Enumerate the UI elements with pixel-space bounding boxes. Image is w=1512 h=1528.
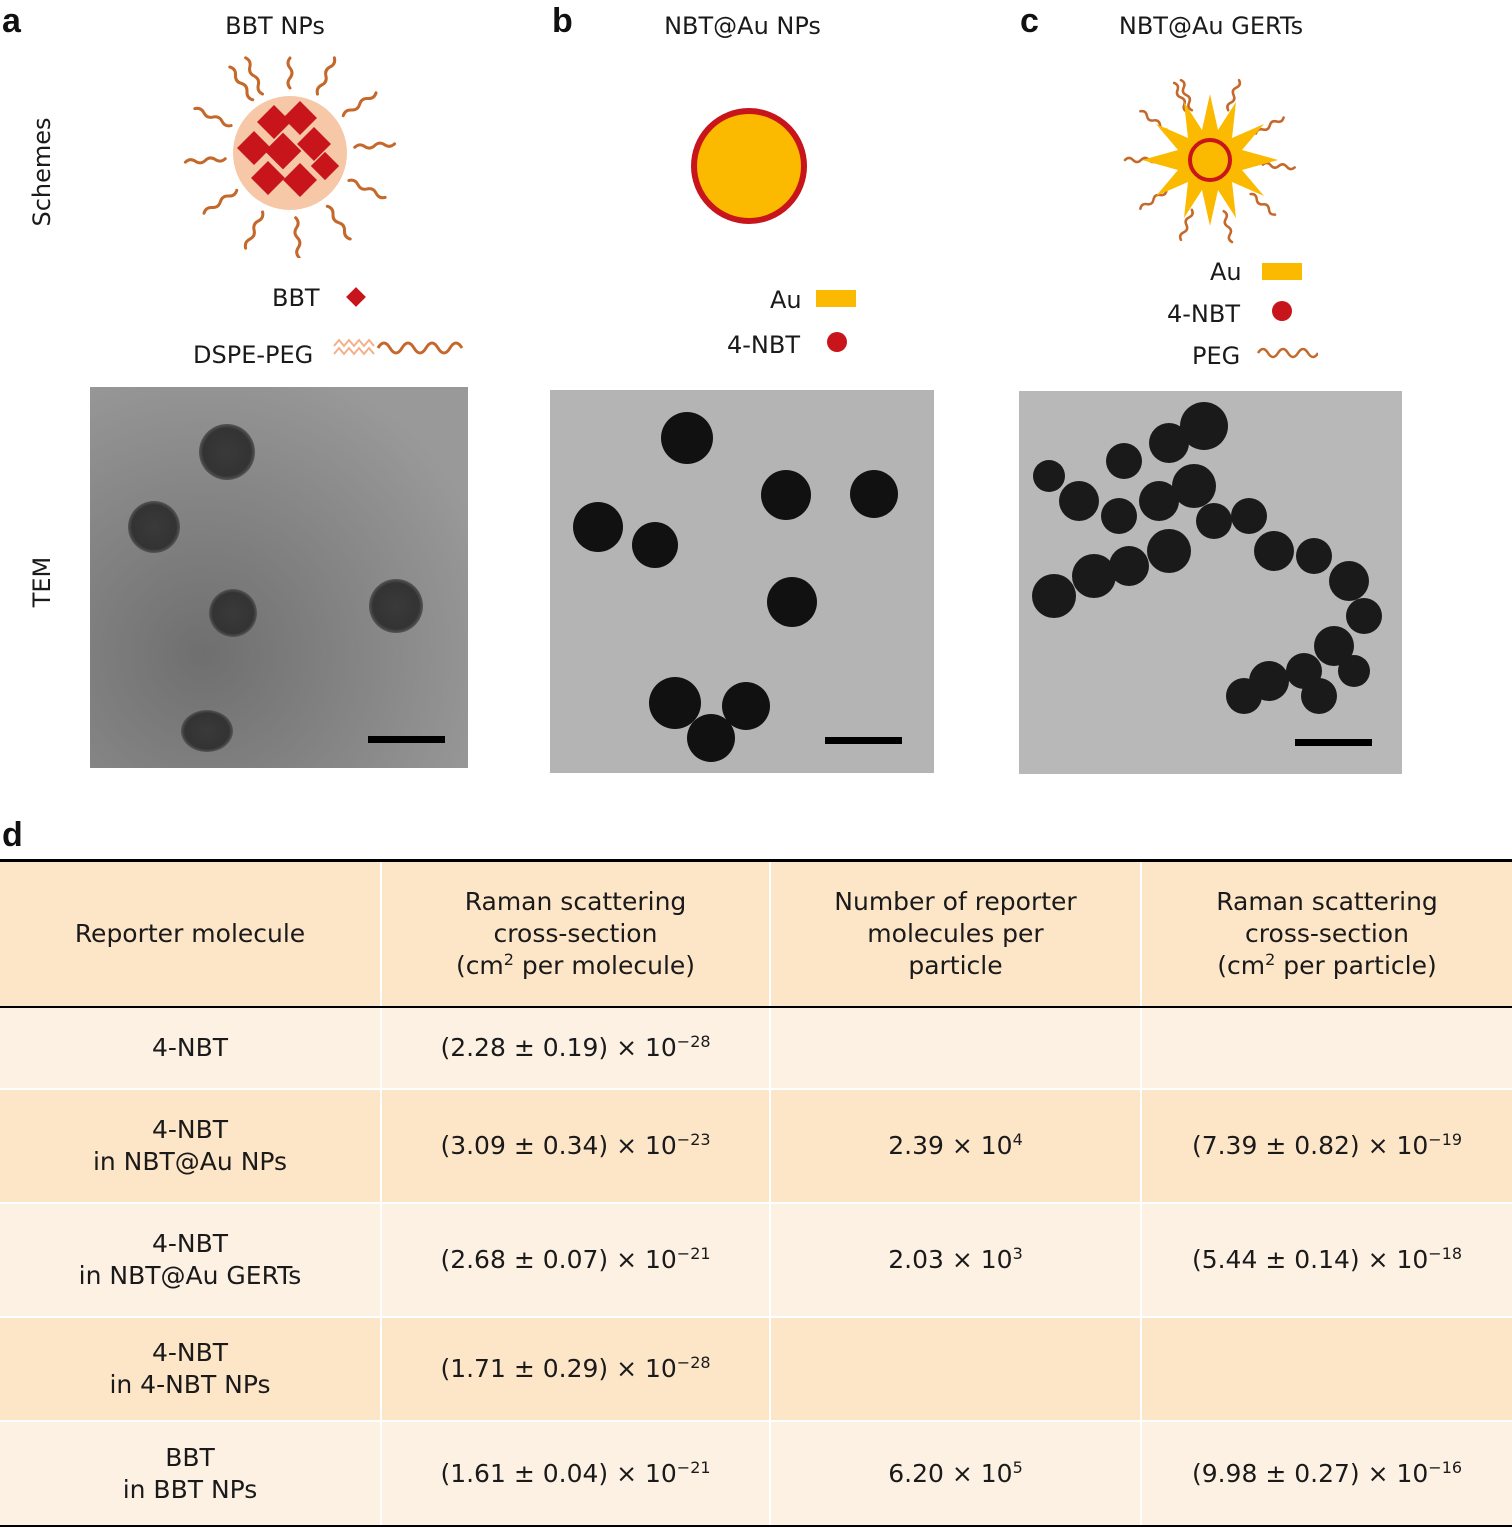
table-row: BBT in BBT NPs (1.61 ± 0.04) × 10 −21 6.20… (0, 1422, 1512, 1525)
cell-xs-molecule: (2.28 ± 0.19) × 10 −28 (382, 1008, 771, 1088)
row-divider (0, 1420, 1512, 1422)
table-row: 4-NBT (2.28 ± 0.19) × 10 −28 (0, 1008, 1512, 1088)
au-swatch-icon (1262, 263, 1302, 280)
table-header-row: Reporter molecule Raman scattering cross… (0, 862, 1512, 1006)
cell-reporter: 4-NBT in NBT@Au NPs (0, 1090, 382, 1202)
legend-label-4nbt-b: 4-NBT (727, 331, 801, 359)
table-row: 4-NBT in NBT@Au GERTs (2.68 ± 0.07) × 10−… (0, 1204, 1512, 1316)
cell-reporter: 4-NBT in NBT@Au GERTs (0, 1204, 382, 1316)
tem-image-b (550, 390, 934, 773)
4nbt-dot-icon (827, 332, 847, 352)
legend-label-peg: PEG (1192, 342, 1241, 370)
header-reporter-molecule: Reporter molecule (0, 862, 382, 1006)
cell-reporter: 4-NBT in 4-NBT NPs (0, 1318, 382, 1420)
tem-micrograph-b (550, 390, 934, 773)
peg-wave-icon (1256, 347, 1318, 359)
table-row: 4-NBT in NBT@Au NPs (3.09 ± 0.34) × 10 −23… (0, 1090, 1512, 1202)
row-label-schemes: Schemes (28, 117, 56, 227)
cell-count: 2.39 × 10 4 (771, 1090, 1142, 1202)
cell-xs-molecule: (1.71 ± 0.29) × 10 −28 (382, 1318, 771, 1420)
cell-xs-molecule: (1.61 ± 0.04) × 10 −21 (382, 1422, 771, 1525)
scale-bar (368, 736, 445, 743)
scale-bar (1295, 739, 1372, 746)
legend-label-au-c: Au (1210, 258, 1242, 286)
cell-count (771, 1008, 1142, 1088)
panel-letter-d: d (2, 816, 23, 854)
header-reporter-count: Number of reporter molecules per particl… (771, 862, 1142, 1006)
cell-reporter: BBT in BBT NPs (0, 1422, 382, 1525)
header-xs-per-particle: Raman scattering cross-section (cm2 per … (1142, 862, 1512, 1006)
panel-title-a: BBT NPs (225, 12, 325, 40)
cell-count: 2.03 × 10 3 (771, 1204, 1142, 1316)
panel-title-b: NBT@Au NPs (664, 12, 821, 40)
cell-xs-particle: (5.44 ± 0.14) × 10 −18 (1142, 1204, 1512, 1316)
scale-bar (825, 737, 902, 744)
legend-label-bbt: BBT (272, 284, 320, 312)
legend-label-4nbt-c: 4-NBT (1167, 300, 1241, 328)
au-swatch-icon (816, 290, 856, 307)
row-divider (0, 1316, 1512, 1318)
nbt-au-np-scheme (691, 108, 807, 224)
panel-letter-a: a (2, 2, 21, 40)
cell-count (771, 1318, 1142, 1420)
legend-label-dspe-peg: DSPE-PEG (193, 341, 314, 369)
dspe-peg-icon (333, 338, 464, 356)
tem-image-c (1019, 391, 1402, 774)
row-label-tem: TEM (28, 556, 56, 608)
cell-count: 6.20 × 10 5 (771, 1422, 1142, 1525)
bbt-diamond-icon (346, 287, 366, 307)
4nbt-dot-icon (1272, 301, 1292, 321)
panel-title-c: NBT@Au GERTs (1118, 12, 1304, 40)
legend-label-au-b: Au (770, 286, 802, 314)
cell-xs-molecule: (2.68 ± 0.07) × 10 −21 (382, 1204, 771, 1316)
table-bottom-rule (0, 1525, 1512, 1527)
cell-xs-particle (1142, 1008, 1512, 1088)
tem-image-a (90, 387, 468, 768)
header-xs-per-molecule: Raman scattering cross-section (cm2 per … (382, 862, 771, 1006)
row-divider (0, 1088, 1512, 1090)
tem-micrograph-c (1019, 391, 1402, 774)
table-header-rule (0, 1006, 1512, 1008)
panel-letter-b: b (552, 2, 573, 40)
cell-xs-particle: (7.39 ± 0.82) × 10 −19 (1142, 1090, 1512, 1202)
bbt-np-scheme (183, 56, 397, 258)
row-divider (0, 1202, 1512, 1204)
cell-xs-particle: (9.98 ± 0.27) × 10 −16 (1142, 1422, 1512, 1525)
panel-letter-c: c (1020, 2, 1039, 40)
cell-reporter: 4-NBT (0, 1008, 382, 1088)
cell-xs-particle (1142, 1318, 1512, 1420)
table-row: 4-NBT in 4-NBT NPs (1.71 ± 0.29) × 10 −28 (0, 1318, 1512, 1420)
nbt-au-gert-scheme (1123, 78, 1296, 244)
tem-micrograph-a (90, 387, 468, 768)
cell-xs-molecule: (3.09 ± 0.34) × 10 −23 (382, 1090, 771, 1202)
table-top-rule (0, 859, 1512, 862)
